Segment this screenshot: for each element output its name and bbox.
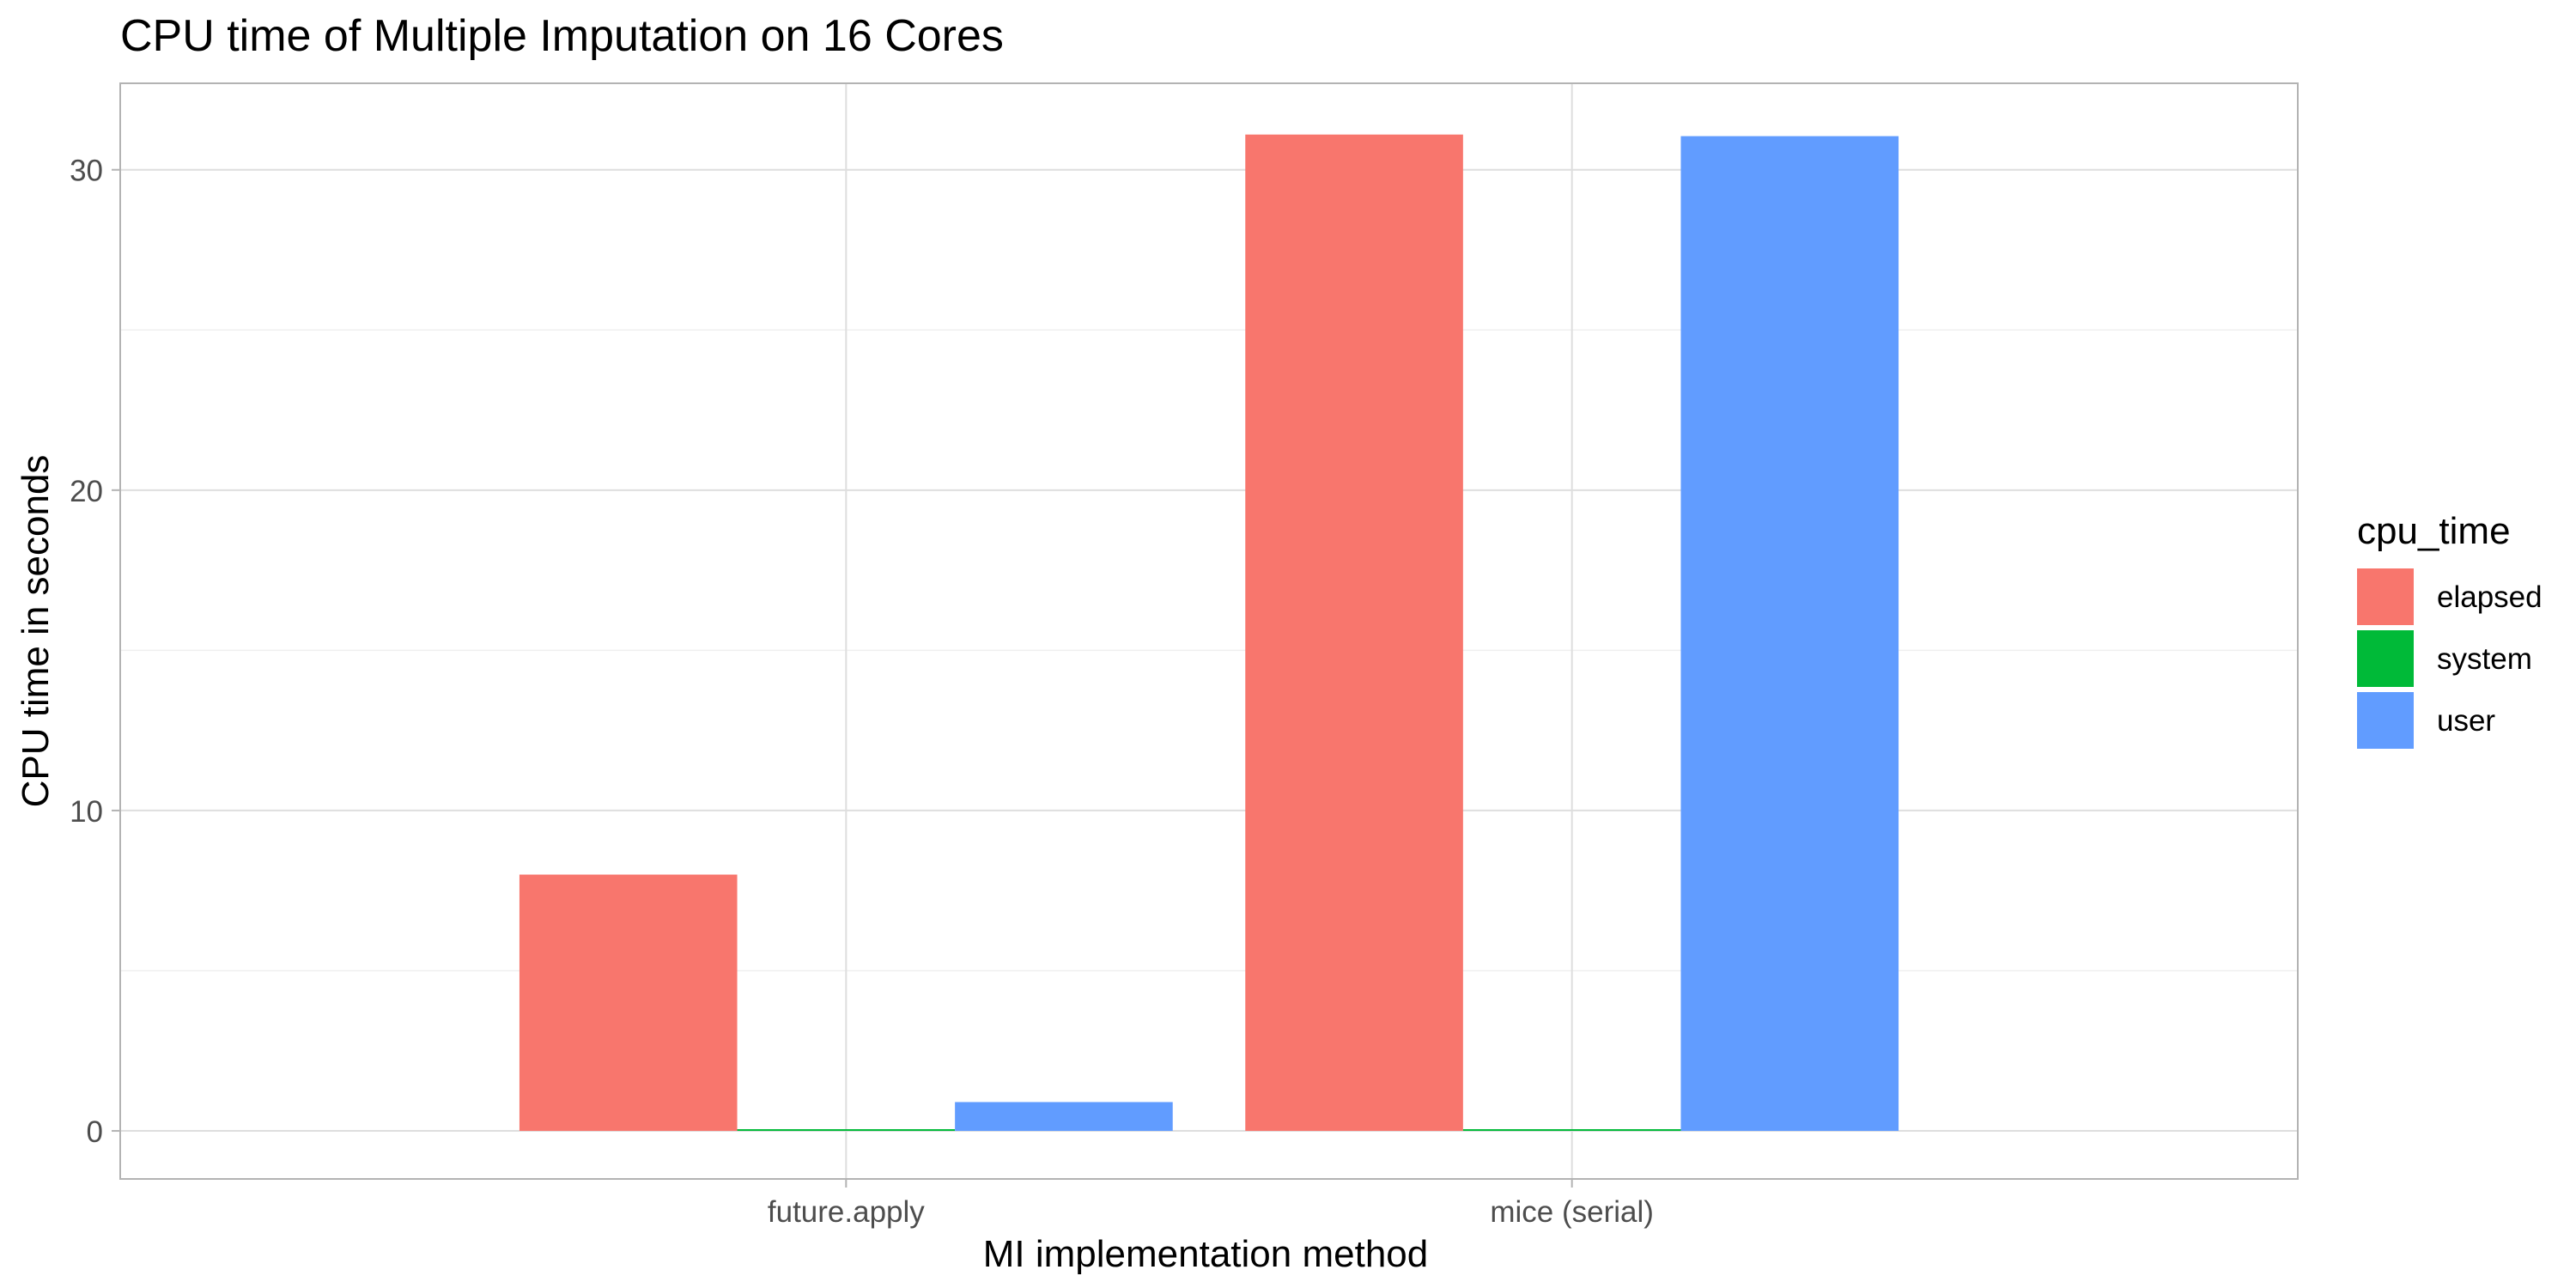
bars (519, 134, 1899, 1132)
bar-system (737, 1129, 956, 1132)
legend: cpu_time elapsed system user (2357, 510, 2543, 749)
legend-key-elapsed (2357, 568, 2414, 625)
panel-border (119, 82, 2299, 1180)
bar-elapsed (1245, 134, 1463, 1132)
legend-key-user (2357, 692, 2414, 749)
bar-system (1462, 1129, 1681, 1132)
legend-key-system (2357, 630, 2414, 687)
bar-elapsed (519, 874, 738, 1132)
chart-title: CPU time of Multiple Imputation on 16 Co… (120, 11, 1004, 61)
y-axis-title: CPU time in seconds (15, 455, 57, 808)
x-axis-title: MI implementation method (983, 1233, 1428, 1275)
panel-background (120, 83, 2298, 1179)
legend-label-user: user (2437, 704, 2495, 738)
y-tick-label: 30 (70, 155, 103, 188)
legend-label-system: system (2437, 642, 2532, 676)
y-tick-label: 0 (87, 1115, 103, 1149)
y-tick-label: 10 (70, 795, 103, 829)
plot-panel (120, 83, 2298, 1179)
x-tick-label: future.apply (768, 1195, 925, 1229)
y-tick-label: 20 (70, 475, 103, 508)
legend-label-elapsed: elapsed (2437, 580, 2543, 614)
axes: 0 10 20 30 future.apply mice (serial) (70, 82, 2299, 1229)
bar-user (955, 1102, 1173, 1132)
legend-title: cpu_time (2357, 510, 2511, 552)
bar-user (1680, 136, 1899, 1132)
x-tick-label: mice (serial) (1490, 1195, 1654, 1229)
